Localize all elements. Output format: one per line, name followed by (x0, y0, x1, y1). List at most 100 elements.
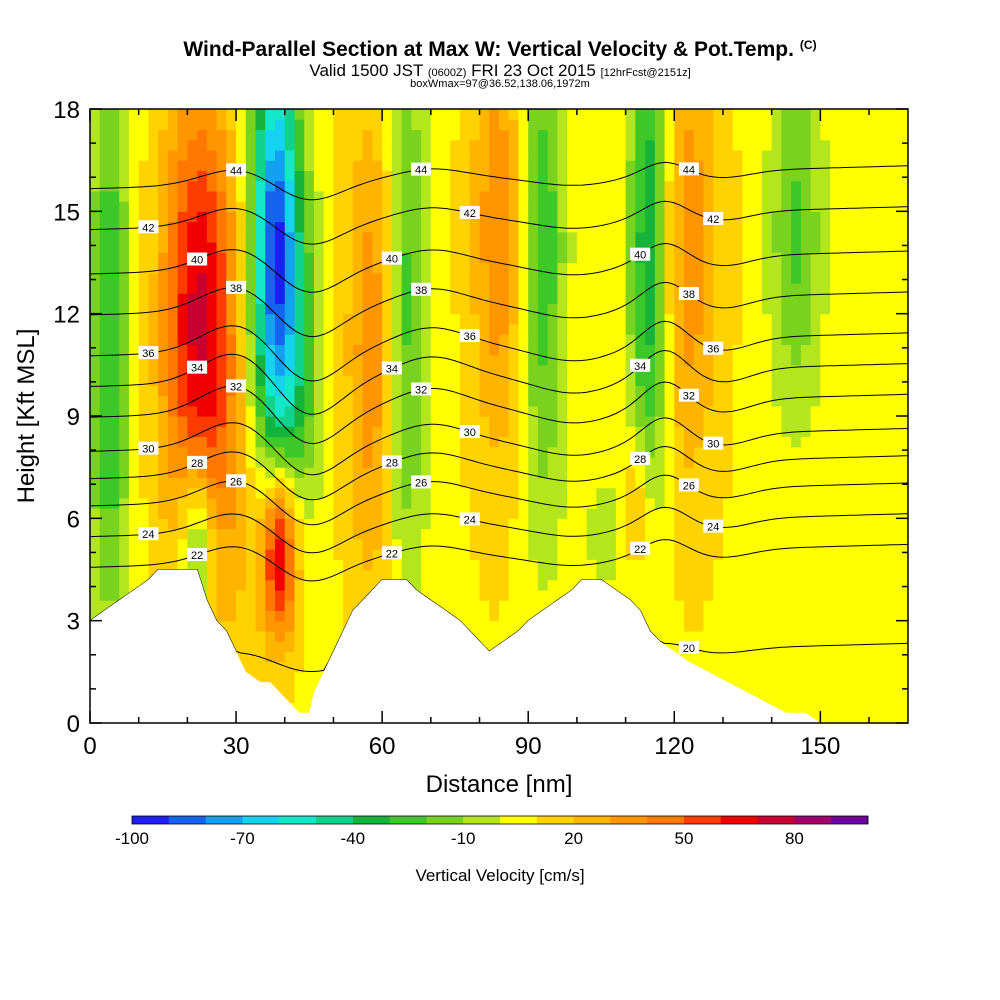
field-cell (684, 354, 695, 366)
field-cell (90, 487, 101, 499)
field-cell (703, 508, 714, 519)
field-cell (761, 272, 773, 284)
field-cell (537, 334, 549, 345)
field-cell (333, 139, 344, 151)
field-cell (820, 231, 831, 243)
field-cell (800, 405, 812, 417)
field-cell (878, 600, 890, 612)
field-cell (839, 364, 851, 376)
field-cell (810, 416, 821, 427)
field-cell (557, 395, 568, 407)
field-cell (654, 252, 666, 264)
field-cell (547, 395, 559, 407)
field-cell (859, 364, 870, 376)
field-cell (547, 354, 559, 366)
field-cell (119, 160, 130, 171)
field-cell (128, 129, 140, 141)
field-cell (391, 354, 403, 366)
field-cell (343, 252, 354, 264)
field-cell (450, 231, 461, 243)
field-cell (245, 508, 257, 519)
field-cell (888, 303, 899, 315)
field-cell (664, 620, 675, 632)
field-cell (90, 436, 101, 448)
field-cell (343, 497, 354, 509)
field-cell (693, 610, 705, 622)
field-cell (411, 303, 422, 315)
field-cell (586, 518, 597, 530)
field-cell (713, 538, 724, 550)
field-cell (732, 508, 744, 519)
field-cell (820, 334, 831, 345)
field-cell (771, 252, 783, 264)
field-cell (372, 446, 383, 458)
field-cell (90, 139, 101, 151)
field-cell (167, 313, 179, 325)
field-cell (148, 538, 159, 550)
field-cell (781, 160, 792, 171)
field-cell (859, 395, 870, 407)
field-cell (343, 323, 354, 335)
field-cell (167, 426, 179, 438)
field-cell (99, 109, 111, 120)
field-cell (567, 579, 578, 591)
field-cell (615, 252, 627, 264)
field-cell (693, 518, 705, 530)
field-cell (888, 160, 899, 171)
field-cell (294, 323, 305, 335)
field-cell (333, 436, 344, 448)
field-cell (576, 569, 588, 581)
field-cell (187, 129, 198, 141)
field-cell (567, 119, 578, 131)
field-cell (343, 538, 354, 550)
field-cell (547, 313, 559, 325)
field-cell (528, 282, 539, 294)
field-cell (693, 497, 705, 509)
field-cell (245, 262, 257, 274)
field-cell (508, 272, 520, 284)
field-cell (158, 211, 169, 223)
field-cell (489, 508, 500, 519)
field-cell (323, 641, 335, 652)
field-cell (625, 569, 636, 581)
field-cell (567, 508, 578, 519)
field-cell (703, 262, 714, 274)
field-cell (430, 272, 442, 284)
field-cell (382, 395, 393, 407)
field-cell (323, 579, 335, 591)
field-cell (197, 518, 208, 530)
field-cell (99, 293, 111, 305)
field-cell (313, 651, 325, 663)
field-cell (275, 323, 286, 335)
field-cell (781, 682, 792, 693)
field-cell (362, 170, 374, 182)
field-cell (421, 436, 432, 448)
field-cell (674, 538, 685, 550)
field-cell (128, 364, 140, 376)
field-cell (557, 385, 568, 397)
field-cell (323, 221, 335, 233)
field-cell (128, 119, 140, 131)
field-cell (830, 221, 841, 233)
field-cell (869, 160, 880, 171)
field-cell (557, 436, 568, 448)
field-cell (771, 139, 783, 151)
field-cell (216, 109, 227, 120)
field-cell (138, 160, 150, 171)
field-cell (304, 467, 315, 478)
field-cell (499, 518, 510, 530)
field-cell (469, 129, 481, 141)
field-cell (732, 497, 744, 509)
field-cell (109, 119, 120, 131)
field-cell (148, 416, 159, 427)
field-cell (557, 201, 568, 212)
field-cell (664, 610, 675, 622)
field-cell (245, 354, 257, 366)
field-cell (606, 456, 617, 468)
field-cell (430, 221, 442, 233)
field-cell (752, 405, 763, 417)
field-cell (586, 242, 597, 253)
field-cell (236, 426, 247, 438)
field-cell (440, 446, 451, 458)
field-cell (625, 426, 636, 438)
